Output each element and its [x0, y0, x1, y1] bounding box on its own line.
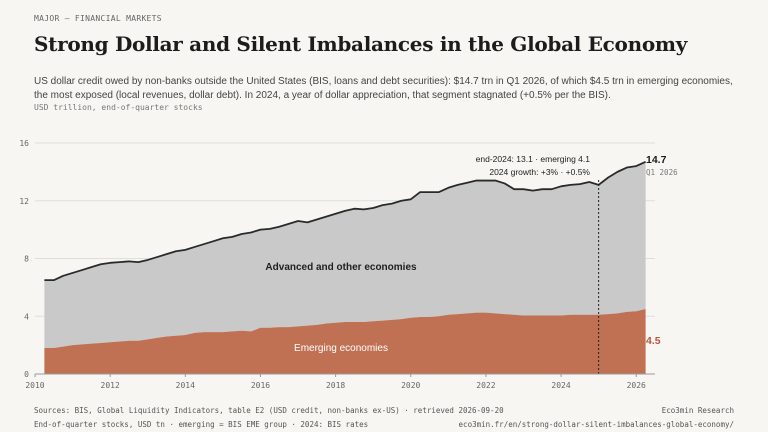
area-advanced-economies [44, 161, 646, 349]
x-tick-label: 2024 [551, 381, 570, 390]
y-tick-label: 16 [19, 139, 29, 148]
total-value-label: 14.7 [646, 154, 667, 166]
y-tick-label: 12 [19, 197, 29, 206]
chart-labels: Advanced and other economies Emerging ec… [265, 154, 678, 354]
total-date-label: Q1 2026 [646, 168, 678, 177]
chart-title: Strong Dollar and Silent Imbalances in t… [34, 32, 688, 56]
x-tick-label: 2026 [627, 381, 646, 390]
y-tick-label: 0 [24, 370, 29, 379]
y-tick-label: 4 [24, 312, 29, 321]
x-tick-label: 2012 [101, 381, 120, 390]
emerging-value-label: 4.5 [646, 335, 661, 347]
area-emerging-economies [44, 309, 646, 374]
footer-line-2: End-of-quarter stocks, USD tn · emerging… [34, 420, 734, 429]
source-url[interactable]: eco3min.fr/en/strong-dollar-silent-imbal… [458, 420, 734, 429]
x-tick-label: 2014 [176, 381, 195, 390]
x-tick-label: 2018 [326, 381, 345, 390]
publisher-name: Eco3min Research [661, 406, 734, 415]
y-tick-label: 8 [24, 255, 29, 264]
method-note: End-of-quarter stocks, USD tn · emerging… [34, 420, 369, 429]
x-tick-label: 2010 [25, 381, 44, 390]
source-note: Sources: BIS, Global Liquidity Indicator… [34, 406, 504, 415]
x-tick-label: 2022 [476, 381, 495, 390]
annotation-line-1: end-2024: 13.1 · emerging 4.1 [476, 154, 591, 164]
x-tick-label: 2020 [401, 381, 420, 390]
units-note: USD trillion, end-of-quarter stocks [34, 103, 203, 112]
x-tick-label: 2016 [251, 381, 270, 390]
axes: 0 4 8 12 16 2010 2012 2014 2016 2018 2020 2022 2024 2… [19, 139, 655, 390]
annotation-line-2: 2024 growth: +3% · +0.5% [489, 167, 590, 177]
footer-line-1: Sources: BIS, Global Liquidity Indicator… [34, 406, 734, 415]
chart-subtitle: US dollar credit owed by non-banks outsi… [34, 76, 733, 101]
series-label-advanced: Advanced and other economies [265, 262, 417, 273]
total-line [44, 160, 646, 282]
series-label-emerging: Emerging economies [294, 343, 388, 354]
kicker: MAJOR — FINANCIAL MARKETS [34, 14, 162, 23]
stacked-areas [44, 160, 646, 374]
